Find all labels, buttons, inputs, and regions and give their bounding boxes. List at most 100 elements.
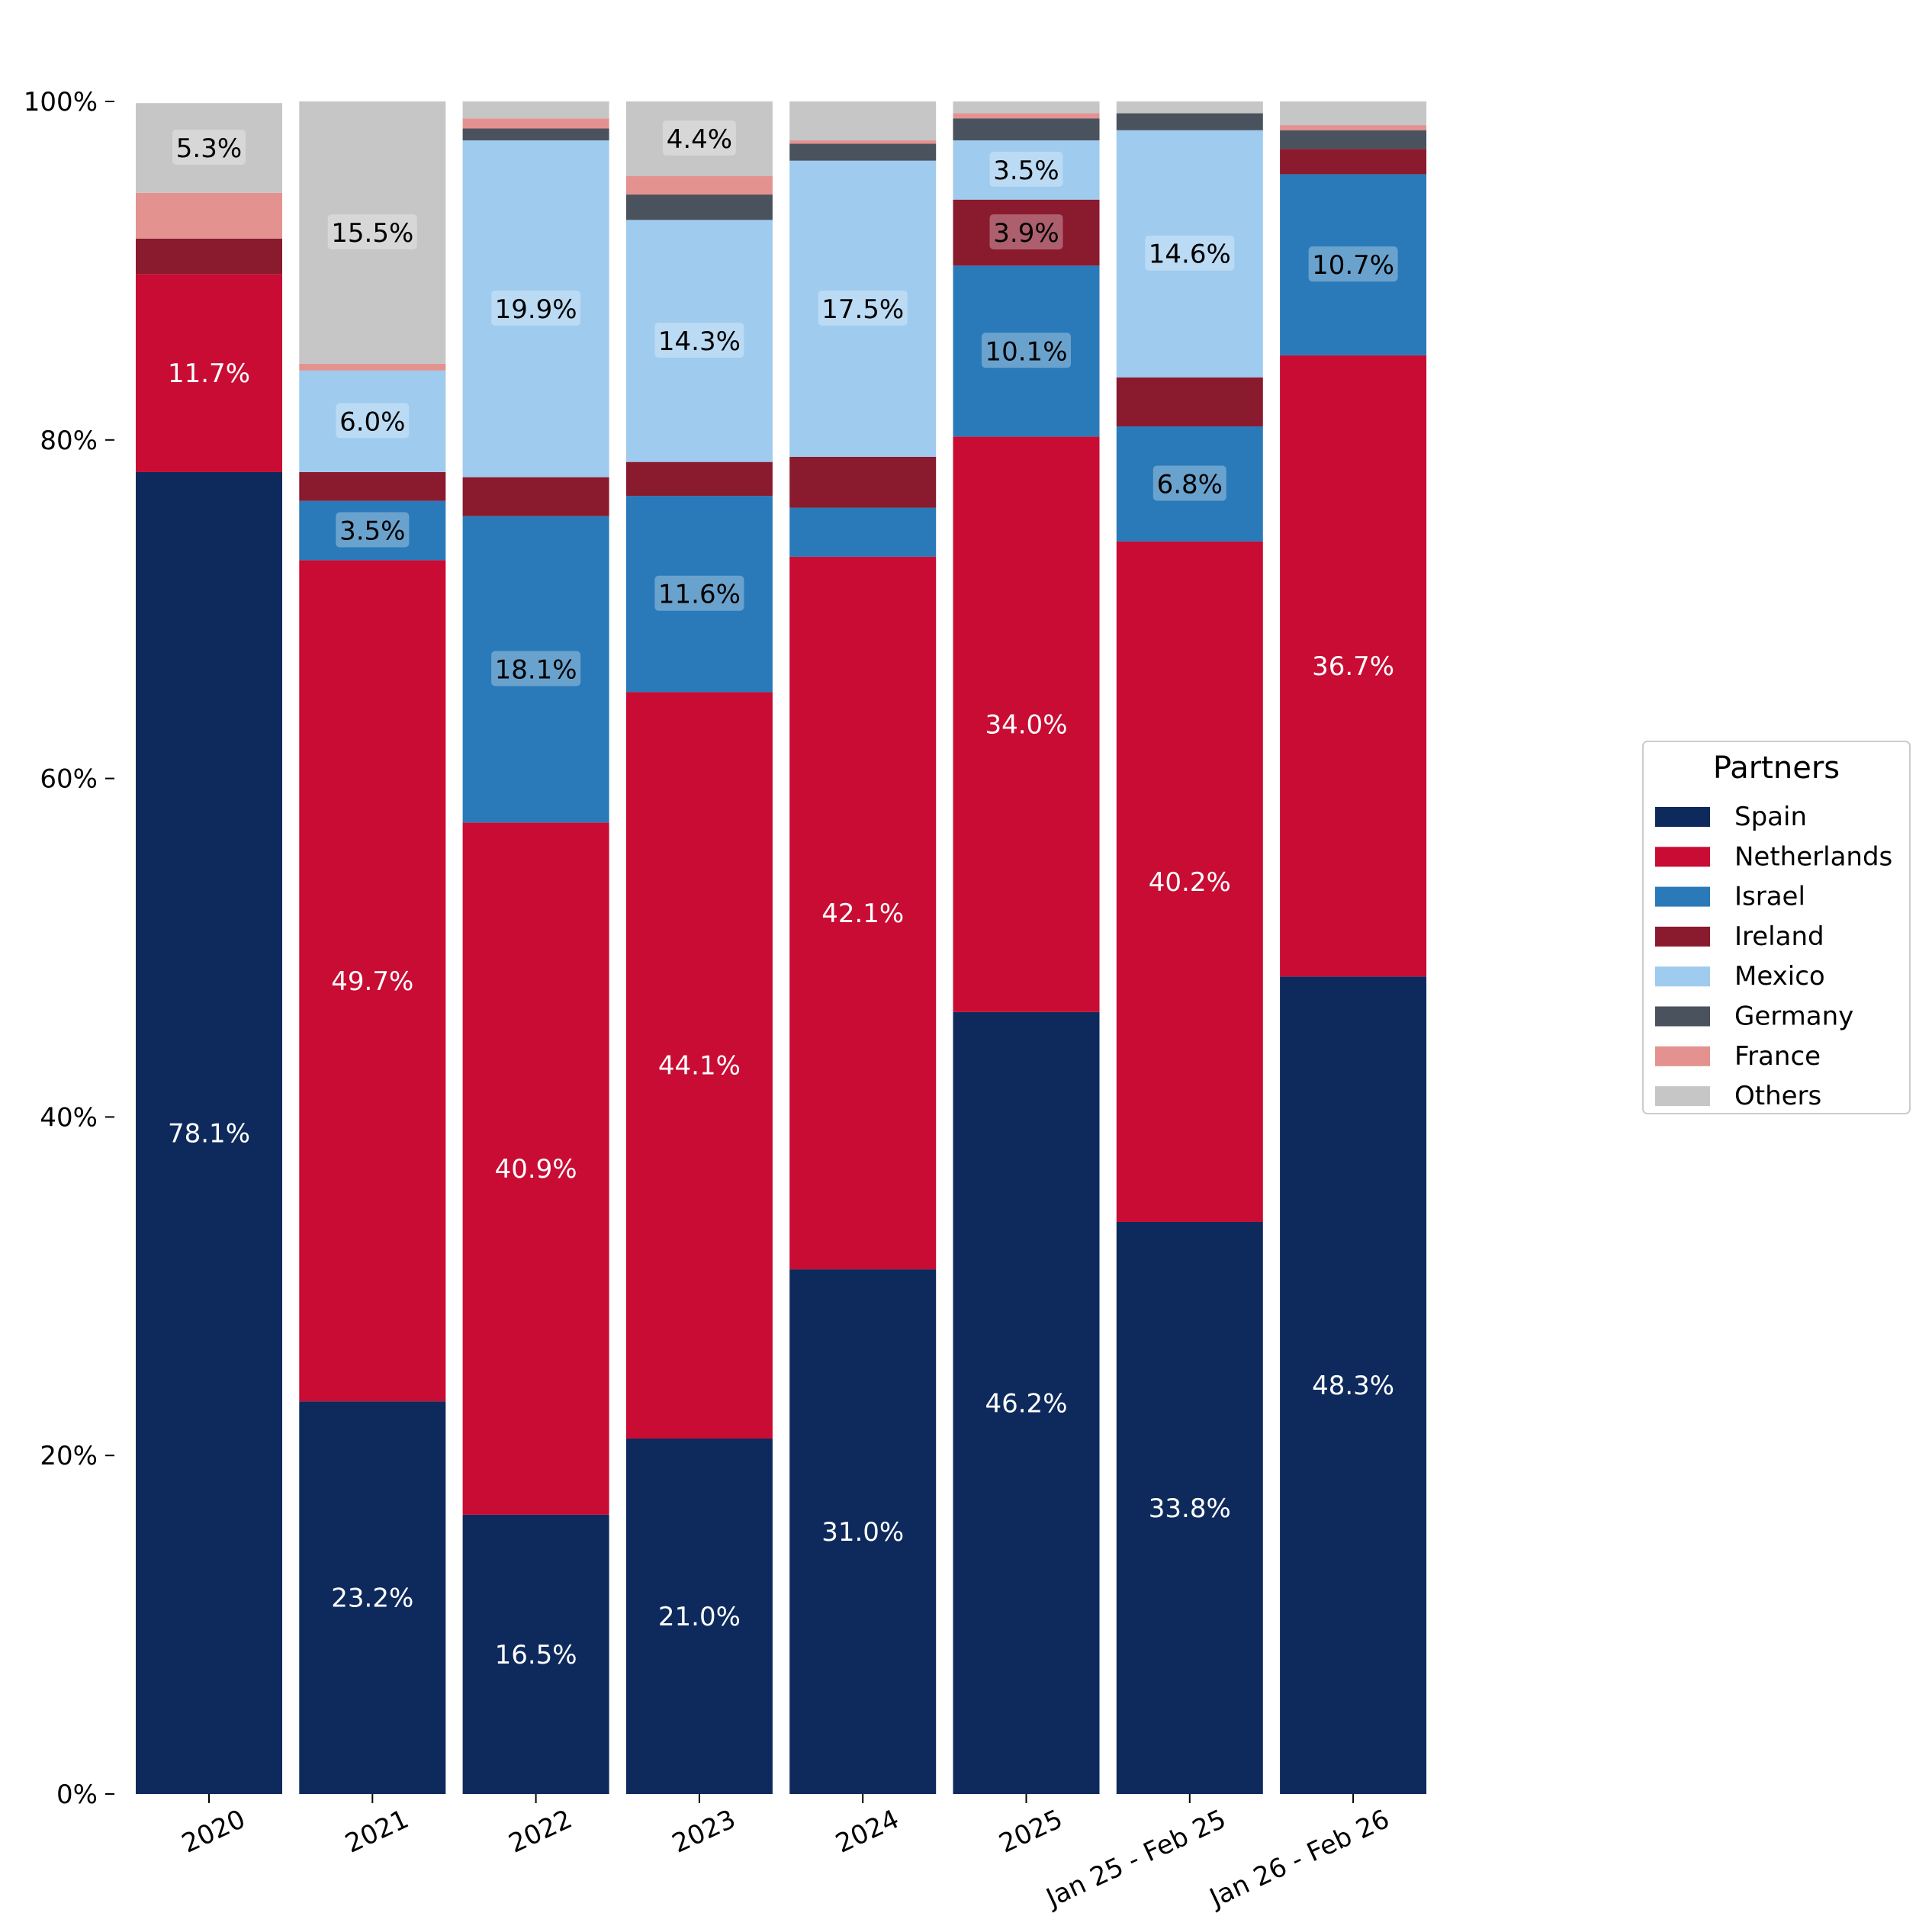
data-label-text: 4.4% — [667, 124, 732, 155]
legend-item: Mexico — [1655, 961, 1825, 992]
bar-segment — [299, 560, 446, 1402]
data-label-text: 40.2% — [1149, 867, 1231, 898]
data-label-text: 44.1% — [658, 1051, 741, 1082]
legend-label: Israel — [1734, 882, 1805, 912]
legend-swatch — [1655, 966, 1710, 987]
legend-swatch — [1655, 926, 1710, 947]
bar-segment — [299, 471, 446, 501]
bar-segment — [1116, 130, 1263, 378]
bar-segment — [625, 1439, 773, 1794]
data-label: 6.8% — [1152, 465, 1226, 501]
data-label: 3.5% — [989, 151, 1063, 187]
bar-segment — [136, 471, 282, 1795]
legend-item: Israel — [1655, 882, 1805, 912]
bar-segment — [1280, 125, 1427, 130]
x-tick-label: 2025 — [995, 1804, 1067, 1860]
data-label-box — [336, 512, 410, 548]
legend-label: Germany — [1734, 1001, 1853, 1032]
data-label: 18.1% — [491, 651, 581, 686]
bar-segment — [789, 507, 937, 557]
bar-segment — [1280, 130, 1427, 149]
bar-segment — [789, 1269, 937, 1794]
data-label: 3.9% — [989, 214, 1063, 249]
bar-stack — [462, 101, 609, 1794]
bar-segment — [953, 199, 1100, 266]
bar-stack — [136, 103, 282, 1795]
bar-segment — [1116, 1221, 1263, 1794]
bar-segment — [1280, 355, 1427, 977]
bar-segment — [625, 220, 773, 462]
data-label-text: 48.3% — [1312, 1371, 1394, 1401]
y-tick-label: 0% — [56, 1780, 98, 1810]
bar-stack — [953, 101, 1100, 1794]
bar-segment — [299, 1401, 446, 1794]
x-tick-label: Jan 26 - Feb 26 — [1204, 1804, 1394, 1915]
data-label-box — [1145, 235, 1235, 271]
data-label-text: 3.5% — [993, 156, 1059, 186]
data-label-box — [662, 120, 736, 156]
data-label-text: 49.7% — [331, 966, 413, 997]
data-label-text: 19.9% — [495, 294, 577, 325]
legend-label: Spain — [1734, 802, 1807, 832]
data-label: 46.2% — [985, 1388, 1067, 1419]
data-label: 31.0% — [821, 1517, 904, 1548]
data-label-text: 14.3% — [658, 326, 741, 357]
data-label-box — [327, 214, 417, 249]
bar-segment — [953, 265, 1100, 437]
data-label: 14.6% — [1145, 235, 1235, 271]
data-label-box — [1152, 465, 1226, 501]
data-label: 6.0% — [336, 403, 410, 439]
bar-segment — [789, 556, 937, 1270]
data-label: 14.3% — [654, 322, 744, 358]
legend-label: Netherlands — [1734, 841, 1892, 872]
data-label: 44.1% — [658, 1051, 741, 1082]
data-label: 34.0% — [985, 710, 1067, 741]
legend-swatch — [1655, 807, 1710, 827]
bar-segment — [1116, 113, 1263, 130]
data-label-box — [491, 651, 581, 686]
legend-swatch — [1655, 886, 1710, 907]
legend-title: Partners — [1713, 751, 1840, 786]
x-tick-label: 2021 — [341, 1804, 413, 1860]
data-label-text: 33.8% — [1149, 1493, 1231, 1524]
data-label-text: 31.0% — [821, 1517, 904, 1548]
bar-segment — [299, 500, 446, 561]
data-label-text: 6.0% — [339, 407, 405, 437]
bar-segment — [1280, 976, 1427, 1794]
data-label: 40.2% — [1149, 867, 1231, 898]
bar-segment — [462, 1514, 609, 1794]
data-label-box — [989, 151, 1063, 187]
data-label: 33.8% — [1149, 1493, 1231, 1524]
bar-segment — [462, 516, 609, 823]
x-tick-label: 2022 — [504, 1804, 577, 1860]
bar-stack — [1280, 101, 1427, 1794]
y-tick-label: 100% — [24, 87, 98, 117]
data-label-text: 21.0% — [658, 1602, 741, 1632]
data-label-text: 46.2% — [985, 1388, 1067, 1419]
legend-item: Spain — [1655, 802, 1807, 832]
bar-segment — [462, 101, 609, 119]
data-label-box — [989, 214, 1063, 249]
data-label-text: 18.1% — [495, 654, 577, 685]
y-tick-label: 80% — [40, 426, 98, 456]
data-label: 11.7% — [168, 358, 250, 389]
data-label: 4.4% — [662, 120, 736, 156]
data-label-text: 78.1% — [168, 1118, 250, 1149]
bar-segment — [1116, 426, 1263, 542]
bar-segment — [462, 477, 609, 516]
bar-segment — [462, 128, 609, 141]
bar-segment — [953, 140, 1100, 200]
legend-item: Germany — [1655, 1001, 1853, 1032]
data-label: 19.9% — [491, 290, 581, 326]
legend-swatch — [1655, 1086, 1710, 1107]
data-label: 42.1% — [821, 899, 904, 929]
bar-segment — [136, 274, 282, 472]
bar-segment — [1116, 101, 1263, 114]
bar-segment — [136, 103, 282, 193]
bar-segment — [462, 118, 609, 129]
bar-segment — [299, 101, 446, 364]
bar-segment — [1280, 149, 1427, 175]
data-label-text: 23.2% — [331, 1583, 413, 1614]
bar-segment — [1280, 101, 1427, 126]
